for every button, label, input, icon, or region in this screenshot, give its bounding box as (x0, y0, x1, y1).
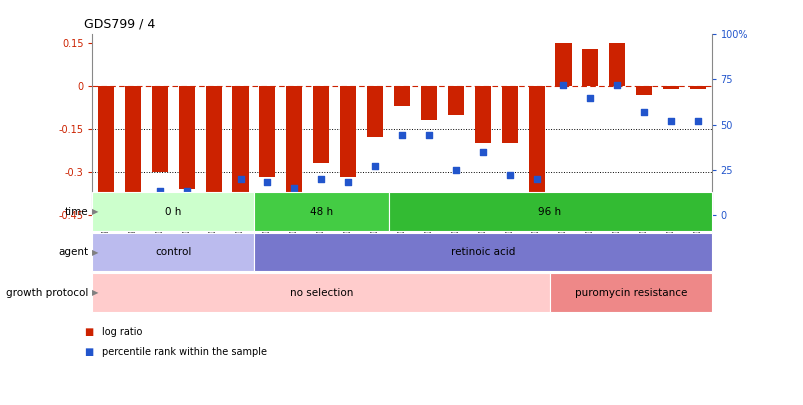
Bar (420, 86, 437, 120)
Text: time: time (65, 207, 88, 217)
Bar (340, 86, 356, 177)
Bar (689, 86, 705, 89)
Point (100, 194, 112, 200)
Point (637, 109, 650, 115)
Point (664, 118, 677, 124)
Text: percentile rank within the sample: percentile rank within the sample (102, 347, 267, 357)
Point (503, 172, 516, 178)
Bar (124, 86, 141, 206)
Point (449, 166, 462, 173)
Point (126, 197, 139, 203)
Bar (206, 86, 222, 206)
Text: retinoic acid: retinoic acid (450, 247, 514, 257)
Bar (178, 86, 194, 189)
Bar (581, 49, 597, 86)
Point (341, 179, 354, 185)
Text: ▶: ▶ (92, 207, 98, 216)
Point (153, 188, 166, 194)
Point (529, 175, 542, 182)
Text: ▶: ▶ (92, 247, 98, 257)
Bar (152, 86, 168, 172)
Text: 0 h: 0 h (165, 207, 181, 217)
Bar (92, 192, 254, 231)
Bar (254, 233, 711, 271)
Bar (555, 43, 571, 86)
Text: GDS799 / 4: GDS799 / 4 (84, 17, 156, 30)
Text: 48 h: 48 h (309, 207, 332, 217)
Bar (92, 273, 549, 312)
Text: no selection: no selection (289, 288, 353, 298)
Point (207, 194, 220, 200)
Point (287, 184, 300, 191)
Bar (259, 86, 275, 177)
Bar (501, 86, 517, 143)
Point (422, 132, 434, 139)
Bar (232, 86, 248, 195)
Bar (474, 86, 490, 143)
Point (315, 175, 328, 182)
Text: puromycin resistance: puromycin resistance (574, 288, 686, 298)
Point (610, 82, 623, 88)
Bar (447, 86, 463, 115)
Point (261, 179, 274, 185)
Point (583, 94, 596, 101)
Bar (609, 43, 625, 86)
Point (395, 132, 408, 139)
Bar (662, 86, 679, 89)
Bar (388, 192, 711, 231)
Bar (254, 192, 388, 231)
Point (475, 148, 488, 155)
Text: control: control (155, 247, 191, 257)
Point (691, 118, 703, 124)
Text: agent: agent (59, 247, 88, 257)
Bar (549, 273, 711, 312)
Bar (528, 86, 544, 195)
Bar (313, 86, 329, 163)
Point (369, 163, 381, 169)
Text: ■: ■ (84, 327, 94, 337)
Bar (393, 86, 410, 106)
Text: 96 h: 96 h (538, 207, 561, 217)
Point (556, 82, 569, 88)
Point (234, 175, 247, 182)
Bar (635, 86, 651, 94)
Bar (286, 86, 302, 206)
Bar (92, 233, 254, 271)
Text: ■: ■ (84, 347, 94, 357)
Text: log ratio: log ratio (102, 327, 142, 337)
Point (180, 188, 193, 194)
Text: ▶: ▶ (92, 288, 98, 297)
Bar (366, 86, 383, 137)
Bar (98, 86, 114, 195)
Text: growth protocol: growth protocol (6, 288, 88, 298)
